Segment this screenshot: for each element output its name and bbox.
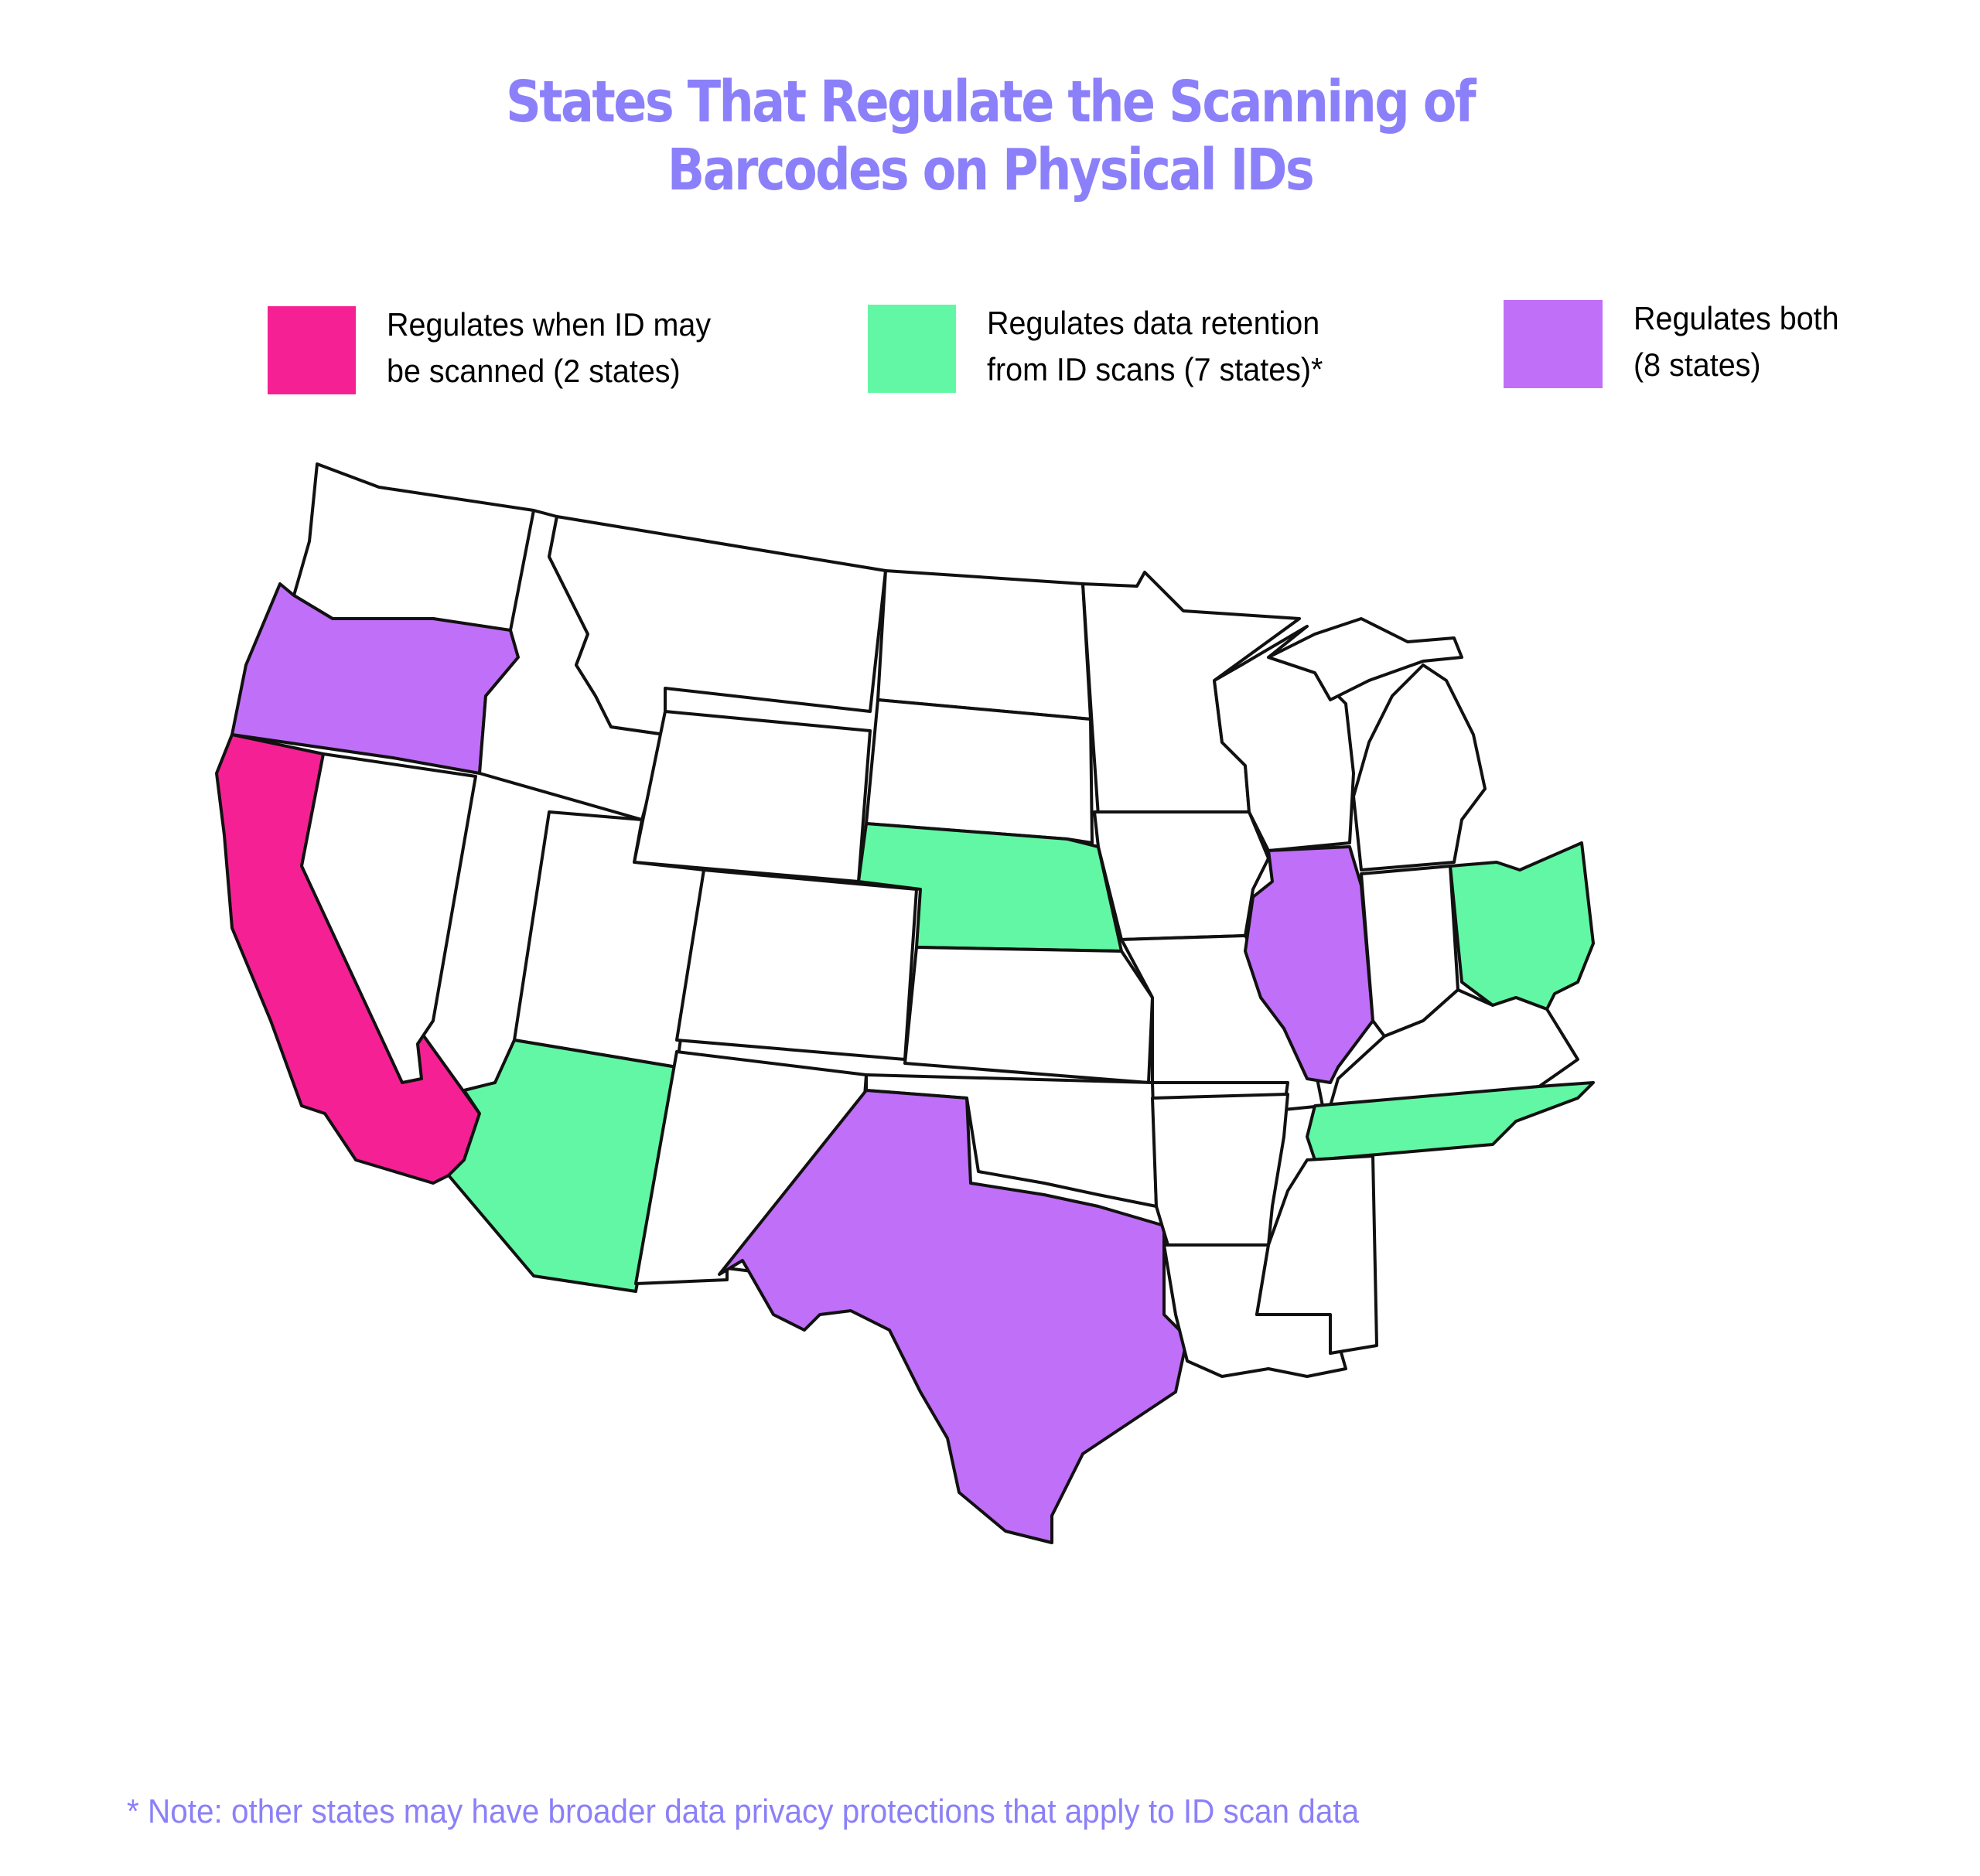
legend-label: Regulates data retention from ID scans (… (987, 305, 1323, 387)
legend-swatch-pink (268, 306, 356, 394)
state-colorado (675, 868, 918, 1061)
state-arkansas (1151, 1093, 1289, 1247)
state-kansas (903, 946, 1154, 1084)
legend-label: Regulates both (8 states) (1634, 300, 1839, 383)
state-michigan-upper (1267, 617, 1463, 701)
chart-title: States That Regulate the Scanning of Bar… (138, 68, 1842, 204)
state-ohio (1449, 841, 1595, 1011)
title-line-2: Barcodes on Physical IDs (667, 137, 1315, 203)
footnote: * Note: other states may have broader da… (127, 1792, 1360, 1830)
state-nevada (300, 752, 477, 1084)
legend-swatch-green (868, 305, 956, 393)
state-north-dakota (876, 569, 1092, 721)
state-wyoming (633, 710, 872, 883)
state-kentucky (1329, 988, 1579, 1107)
legend-item-data-retention: Regulates data retention from ID scans (… (868, 305, 1344, 393)
state-mississippi (1255, 1155, 1378, 1355)
state-michigan (1352, 663, 1487, 871)
title-line-1: States That Regulate the Scanning of (505, 69, 1476, 135)
state-washington (292, 462, 535, 636)
state-montana (548, 515, 887, 736)
legend-item-when-scanned: Regulates when ID may be scanned (2 stat… (268, 306, 732, 394)
state-south-dakota (865, 698, 1094, 844)
state-texas (718, 1089, 1189, 1544)
legend-swatch-purple (1504, 300, 1603, 388)
state-iowa (1093, 810, 1270, 941)
legend-label: Regulates when ID may be scanned (2 stat… (387, 306, 712, 389)
state-tennessee (1306, 1081, 1595, 1161)
legend-item-both: Regulates both (8 states) (1504, 300, 1852, 388)
